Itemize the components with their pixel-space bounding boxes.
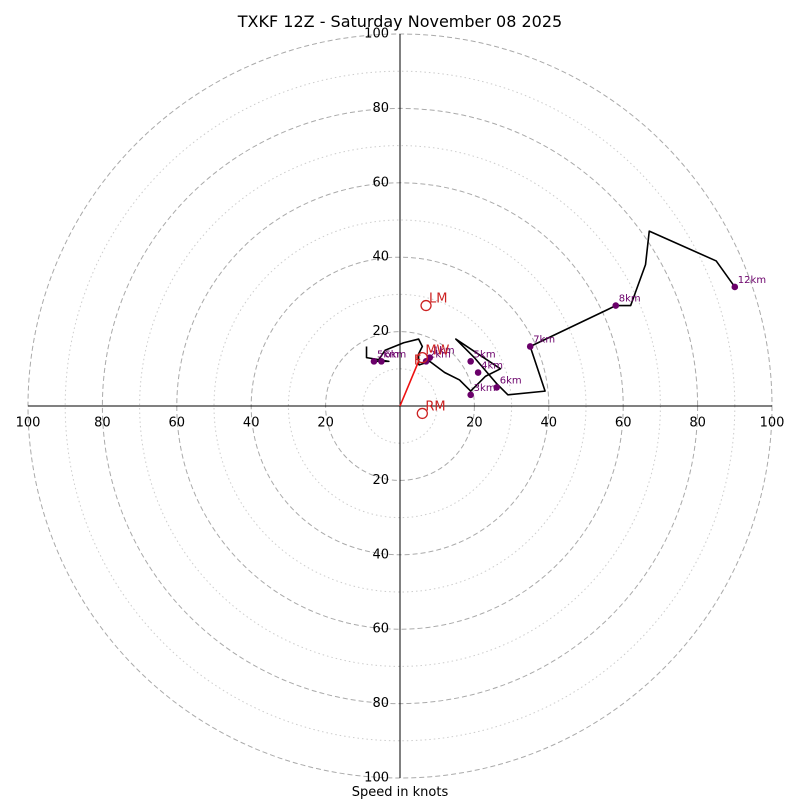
y-tick-label-top: 40 bbox=[372, 250, 389, 265]
height-marker bbox=[378, 358, 385, 365]
y-tick-label-bottom: 80 bbox=[372, 696, 389, 711]
x-tick-label-right: 40 bbox=[541, 416, 558, 431]
x-tick-label-right: 60 bbox=[615, 416, 632, 431]
height-marker bbox=[370, 358, 378, 365]
height-marker bbox=[467, 358, 474, 365]
height-marker-label: 2km bbox=[429, 349, 451, 360]
y-tick-label-bottom: 40 bbox=[372, 547, 389, 562]
height-marker-label: 1km bbox=[433, 346, 455, 357]
storm-motion-marker bbox=[416, 351, 428, 364]
chart-title: TXKF 12Z - Saturday November 08 2025 bbox=[237, 12, 562, 31]
storm-motion-label: MW bbox=[425, 344, 449, 359]
y-tick-label-bottom: 100 bbox=[364, 771, 389, 786]
height-marker-label: 4km bbox=[481, 361, 503, 372]
height-marker-label: 8km bbox=[619, 294, 641, 305]
height-marker bbox=[467, 391, 474, 399]
x-tick-label-left: 100 bbox=[16, 416, 41, 431]
height-marker-label: 5km bbox=[474, 349, 496, 360]
y-tick-label-bottom: 20 bbox=[372, 473, 389, 488]
height-marker-label: 3km bbox=[474, 383, 496, 394]
x-tick-label-right: 20 bbox=[466, 416, 483, 431]
height-marker bbox=[612, 302, 620, 309]
y-tick-label-top: 60 bbox=[372, 175, 389, 190]
shear-vector-label: F bbox=[414, 353, 421, 368]
storm-motion-label: LM bbox=[429, 292, 447, 307]
x-tick-label-left: 40 bbox=[243, 416, 260, 431]
height-marker-label: 12km bbox=[738, 275, 766, 286]
storm-motion-markers: LM MW RM F bbox=[414, 292, 450, 420]
y-tick-label-top: 80 bbox=[372, 101, 389, 116]
x-tick-label-left: 20 bbox=[317, 416, 334, 431]
storm-motion-label: RM bbox=[425, 399, 445, 414]
storm-motion-marker bbox=[420, 299, 432, 312]
x-tick-label-right: 80 bbox=[689, 416, 706, 431]
y-tick-label-top: 100 bbox=[364, 27, 389, 42]
height-marker-label: 5km bbox=[377, 349, 399, 360]
height-marker bbox=[493, 384, 501, 391]
x-axis-label: Speed in knots bbox=[352, 785, 449, 800]
height-marker bbox=[474, 369, 482, 376]
wind-traces bbox=[365, 230, 736, 407]
x-tick-label-left: 80 bbox=[94, 416, 111, 431]
x-tick-label-right: 100 bbox=[760, 416, 785, 431]
height-marker-label: 6km bbox=[384, 349, 406, 360]
axis-tick-labels: 20 20 20 20 40 40 40 40 60 60 60 60 80 80 80 80 100 100 10… bbox=[16, 27, 785, 786]
x-tick-label-left: 60 bbox=[169, 416, 186, 431]
wind-trace-lower bbox=[365, 338, 424, 366]
height-marker bbox=[526, 343, 534, 350]
y-tick-label-bottom: 60 bbox=[372, 622, 389, 637]
height-marker-label: 6km bbox=[500, 375, 522, 386]
height-marker-label: 7km bbox=[533, 334, 555, 345]
height-marker bbox=[731, 283, 739, 291]
y-tick-label-top: 20 bbox=[372, 324, 389, 339]
shear-vector-line bbox=[399, 361, 420, 407]
storm-motion-marker bbox=[416, 407, 428, 420]
wind-trace bbox=[418, 230, 736, 396]
